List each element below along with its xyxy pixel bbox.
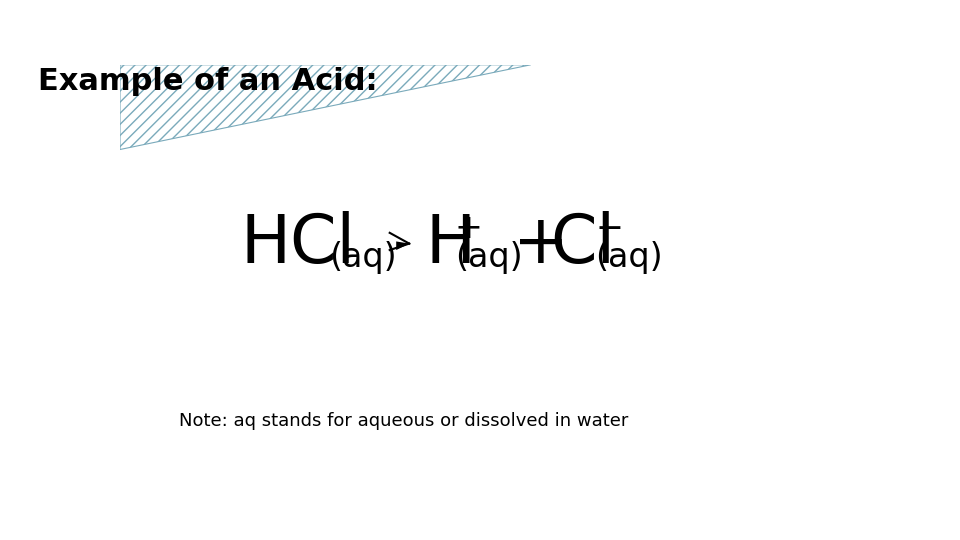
Text: (aq): (aq) [329, 241, 396, 274]
Text: Example of an Acid:: Example of an Acid: [38, 68, 378, 97]
Polygon shape [396, 241, 409, 250]
Text: Cl: Cl [550, 211, 615, 276]
Text: +: + [513, 211, 568, 276]
Text: HCl: HCl [240, 211, 355, 276]
Text: −: − [595, 212, 623, 245]
Text: H: H [425, 211, 475, 276]
Text: (aq): (aq) [455, 241, 522, 274]
Text: +: + [455, 212, 483, 245]
Text: (aq): (aq) [595, 241, 662, 274]
Text: Note: aq stands for aqueous or dissolved in water: Note: aq stands for aqueous or dissolved… [179, 412, 628, 430]
